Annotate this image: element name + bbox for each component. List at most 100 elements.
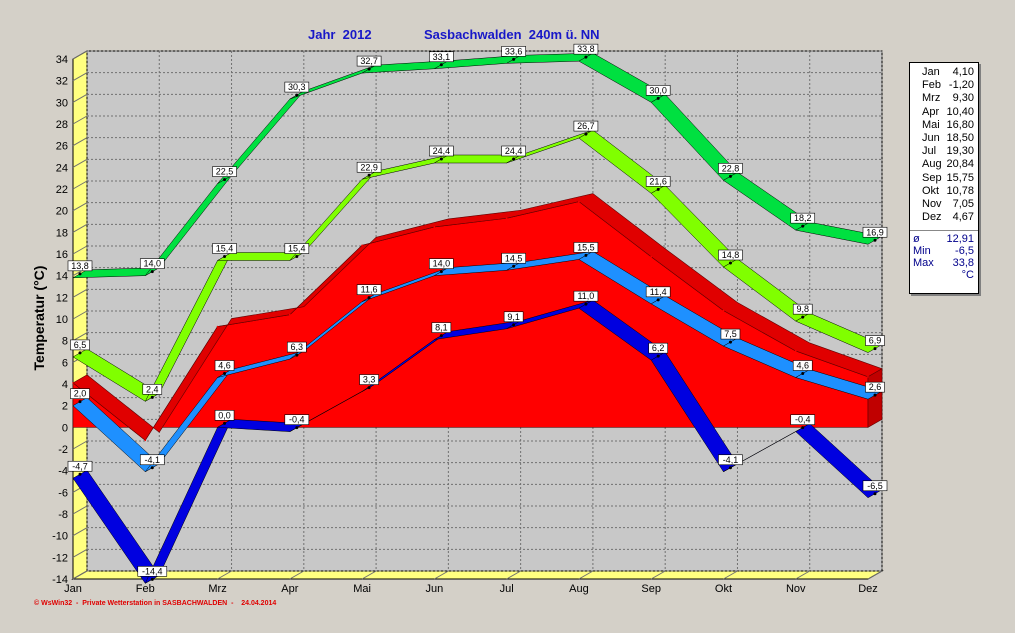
legend-month: Mrz	[922, 92, 941, 105]
legend-month: Sep	[922, 171, 942, 184]
grid-line-floor	[434, 570, 449, 580]
data-point	[78, 472, 82, 476]
data-label-box	[284, 81, 310, 93]
data-label-box	[501, 252, 526, 264]
data-label-box	[862, 480, 888, 492]
grid-line-side	[72, 310, 88, 320]
legend-row-aug: Aug 20,84	[910, 158, 978, 171]
data-point	[728, 340, 732, 344]
data-label-box	[287, 341, 307, 353]
data-label-box	[645, 85, 671, 96]
data-label: 8,1	[435, 323, 448, 333]
data-label-box	[501, 145, 526, 157]
data-label: 13,8	[71, 261, 89, 271]
legend-value: 4,10	[952, 66, 974, 78]
data-point	[801, 372, 805, 375]
data-point	[656, 298, 660, 302]
grid-line-floor	[217, 570, 232, 580]
grid-line-side	[72, 72, 88, 82]
data-label-box	[429, 145, 454, 157]
mean-point	[722, 309, 725, 312]
data-label: -4,7	[72, 461, 88, 471]
data-point	[873, 347, 877, 351]
x-tick-label: Mai	[353, 583, 371, 595]
data-label: 4,6	[218, 361, 231, 371]
data-point	[512, 57, 516, 61]
legend-month: Okt	[922, 184, 940, 197]
x-tick-label: Nov	[786, 583, 806, 595]
data-label: 26,7	[577, 121, 595, 131]
mean-point	[361, 244, 363, 247]
grid-line-floor	[650, 570, 666, 580]
data-label-box	[70, 388, 90, 399]
data-point	[656, 96, 660, 100]
grid-line-side	[72, 93, 88, 103]
data-point	[295, 255, 299, 258]
data-point	[150, 395, 154, 399]
floor-wall	[71, 570, 884, 580]
data-label-box	[648, 342, 668, 354]
grid-line-floor	[361, 570, 377, 580]
legend-stat-row: Max 33,8	[910, 257, 978, 269]
y-tick-label: 18	[56, 227, 68, 239]
data-point	[512, 264, 516, 268]
data-label-box	[212, 243, 237, 254]
data-label: 6,2	[652, 343, 665, 353]
data-label-box	[573, 120, 599, 132]
mean-point	[650, 255, 652, 258]
y-tick-label: -10	[52, 531, 68, 543]
legend-stat-value: -6,5	[955, 245, 974, 258]
legend-value: 10,40	[946, 105, 974, 118]
y-tick-label: 8	[62, 336, 68, 348]
data-point	[801, 315, 805, 319]
data-point	[223, 255, 227, 258]
data-point	[223, 421, 227, 425]
legend-month: Mai	[922, 118, 940, 131]
grid-line-side	[72, 158, 88, 168]
legend-row-mrz: Mrz 9,30	[910, 92, 978, 105]
legend-month: Apr	[922, 105, 940, 118]
data-label: -0,4	[289, 415, 305, 425]
legend-month: Aug	[922, 158, 942, 171]
data-label: 11,0	[577, 291, 594, 301]
mean-point	[289, 313, 291, 316]
data-label: 33,1	[433, 52, 451, 62]
x-tick-label: Jan	[64, 583, 82, 595]
data-label-box	[792, 360, 813, 371]
y-tick-label: 28	[56, 119, 68, 131]
chart-title-year: Jahr 2012	[308, 27, 372, 42]
series-abs-min	[72, 299, 883, 584]
grid-line-side	[72, 115, 88, 125]
data-point	[223, 372, 227, 375]
chart-title-station: Sasbachwalden 240m ü. NN	[424, 27, 600, 42]
y-tick-label: 12	[56, 292, 68, 304]
y-axis-label: Temperatur (°C)	[31, 266, 47, 371]
data-label-box	[214, 410, 235, 421]
data-point	[439, 157, 443, 161]
y-tick-label: 10	[56, 314, 68, 326]
data-label: -14,4	[142, 566, 163, 576]
data-point	[367, 67, 371, 71]
data-label: 30,0	[649, 85, 667, 95]
data-label: -6,5	[867, 481, 883, 491]
data-label: 2,4	[146, 384, 159, 394]
data-label-box	[142, 384, 163, 395]
data-label: 33,8	[577, 44, 595, 54]
footer-credit: © WsWin32 - Private Wetterstation in SAS…	[34, 600, 277, 607]
data-label-box	[67, 260, 93, 272]
data-label: -4,1	[145, 455, 161, 465]
y-tick-label: -6	[58, 487, 68, 499]
y-tick-label: 34	[56, 54, 68, 66]
data-label: 24,4	[505, 146, 523, 156]
data-label-box	[356, 55, 382, 67]
legend-row-mai: Mai 16,80	[910, 119, 978, 132]
legend-stat-key: ø	[913, 233, 920, 246]
data-point	[873, 393, 877, 397]
data-label: 6,3	[291, 342, 304, 352]
grid-line-side	[72, 548, 88, 558]
data-label: 30,3	[288, 82, 306, 92]
data-point	[512, 157, 516, 161]
data-point	[584, 132, 588, 136]
data-point	[367, 296, 371, 300]
y-tick-label: -12	[52, 552, 68, 564]
